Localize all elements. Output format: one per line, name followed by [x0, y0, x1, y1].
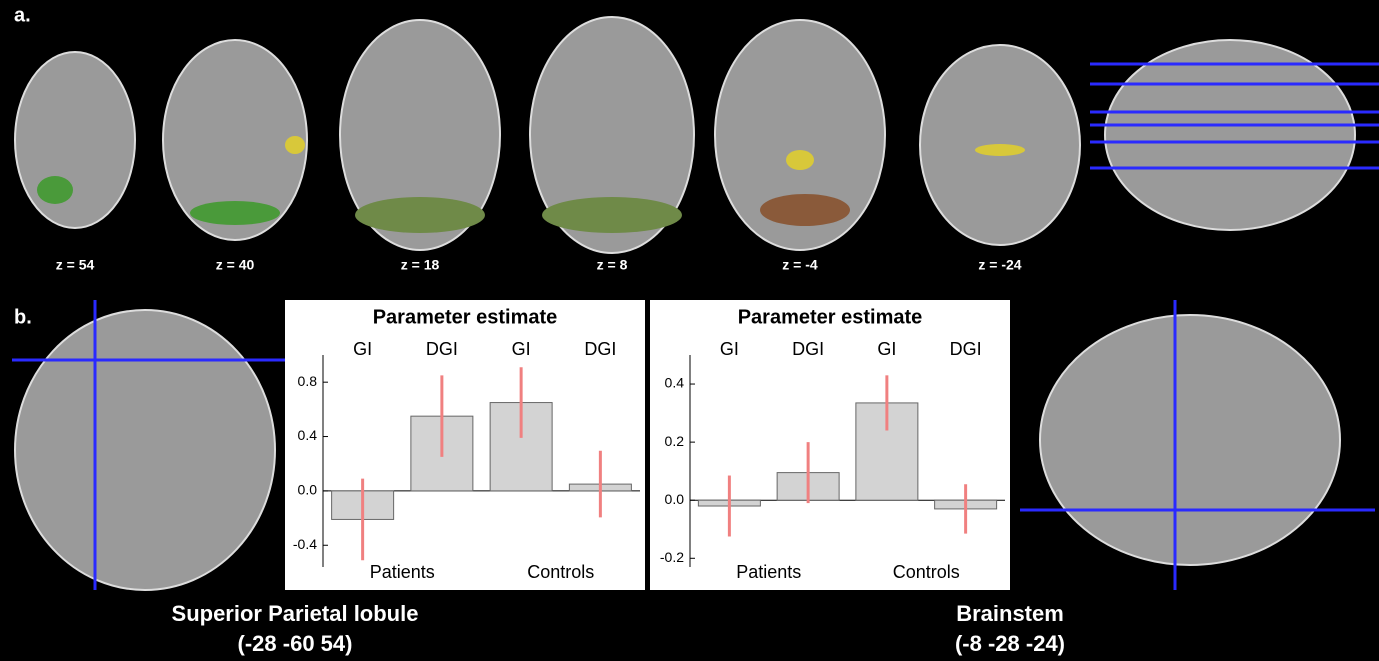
y-tick-label: -0.4 [293, 536, 317, 552]
slice-label: z = 8 [597, 257, 628, 273]
group-label: Patients [736, 562, 801, 582]
slice-label: z = 54 [56, 257, 95, 273]
group-label: Controls [893, 562, 960, 582]
chart-title: Parameter estimate [738, 306, 923, 328]
y-tick-label: -0.2 [660, 549, 684, 565]
chart-title: Parameter estimate [373, 306, 558, 328]
y-tick-label: 0.8 [298, 373, 318, 389]
category-label: GI [877, 339, 896, 359]
slice-label: z = 40 [216, 257, 255, 273]
category-label: GI [512, 339, 531, 359]
panel-label: a. [14, 4, 31, 26]
region-name: Superior Parietal lobule [172, 601, 419, 626]
y-tick-label: 0.0 [665, 491, 685, 507]
y-tick-label: 0.4 [665, 375, 685, 391]
category-label: DGI [950, 339, 982, 359]
category-label: GI [353, 339, 372, 359]
y-tick-label: 0.2 [665, 433, 685, 449]
region-name: Brainstem [956, 601, 1064, 626]
slice-label: z = 18 [401, 257, 440, 273]
y-tick-label: 0.4 [298, 427, 318, 443]
slice-label: z = -4 [782, 257, 818, 273]
y-tick-label: 0.0 [298, 482, 318, 498]
region-coords: (-28 -60 54) [238, 631, 353, 656]
category-label: GI [720, 339, 739, 359]
group-label: Patients [370, 562, 435, 582]
figure: a. b. Superior Parietal lobule (-28 -60 … [0, 0, 1379, 661]
slice-label: z = -24 [978, 257, 1021, 273]
category-label: DGI [792, 339, 824, 359]
group-label: Controls [527, 562, 594, 582]
panel-label: b. [14, 306, 32, 328]
category-label: DGI [584, 339, 616, 359]
region-coords: (-8 -28 -24) [955, 631, 1065, 656]
category-label: DGI [426, 339, 458, 359]
